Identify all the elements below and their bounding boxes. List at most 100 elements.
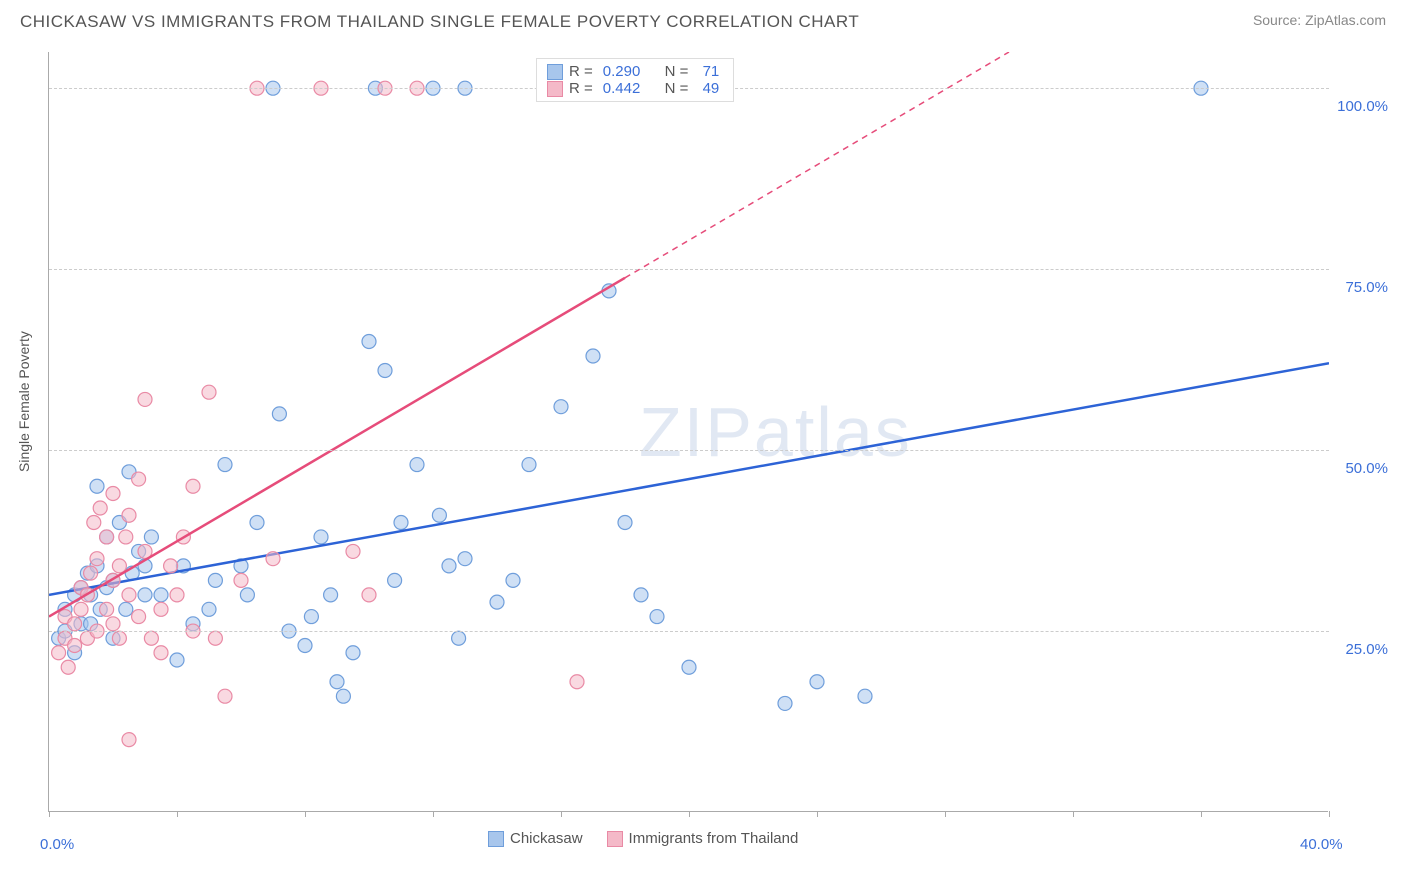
x-tick [817, 811, 818, 817]
data-point [250, 515, 264, 529]
x-tick [1201, 811, 1202, 817]
data-point [112, 631, 126, 645]
gridline [49, 450, 1329, 451]
n-value: 49 [698, 80, 719, 97]
data-point [522, 458, 536, 472]
data-point [68, 617, 82, 631]
data-point [336, 689, 350, 703]
data-point [90, 479, 104, 493]
data-point [122, 733, 136, 747]
data-point [452, 631, 466, 645]
data-point [618, 515, 632, 529]
x-tick [561, 811, 562, 817]
data-point [144, 631, 158, 645]
x-tick [945, 811, 946, 817]
data-point [330, 675, 344, 689]
data-point [132, 610, 146, 624]
data-point [100, 530, 114, 544]
data-point [154, 588, 168, 602]
y-tick-label: 25.0% [1345, 641, 1388, 658]
data-point [119, 602, 133, 616]
data-point [650, 610, 664, 624]
data-point [208, 631, 222, 645]
legend-swatch [607, 831, 623, 847]
data-point [554, 400, 568, 414]
x-tick [433, 811, 434, 817]
data-point [324, 588, 338, 602]
data-point [858, 689, 872, 703]
data-point [132, 472, 146, 486]
n-value: 71 [698, 63, 719, 80]
legend-label: Immigrants from Thailand [629, 830, 799, 847]
data-point [122, 508, 136, 522]
trend-line [49, 278, 625, 617]
data-point [202, 602, 216, 616]
data-point [682, 660, 696, 674]
data-point [442, 559, 456, 573]
legend-series: Chickasaw Immigrants from Thailand [488, 830, 798, 847]
data-point [314, 530, 328, 544]
chart-title: CHICKASAW VS IMMIGRANTS FROM THAILAND SI… [20, 12, 859, 32]
x-tick [689, 811, 690, 817]
legend-stat-row: R =0.290 N = 71 [547, 63, 723, 80]
data-point [202, 385, 216, 399]
data-point [362, 335, 376, 349]
legend-stats: R =0.290 N = 71R =0.442 N = 49 [536, 58, 734, 102]
data-point [154, 602, 168, 616]
data-point [164, 559, 178, 573]
legend-label: Chickasaw [510, 830, 583, 847]
r-label: R = [569, 80, 593, 97]
data-point [100, 602, 114, 616]
data-point [61, 660, 75, 674]
data-point [119, 530, 133, 544]
data-point [432, 508, 446, 522]
legend-swatch [547, 64, 563, 80]
x-tick [305, 811, 306, 817]
plot-area: ZIPatlas 25.0%50.0%75.0%100.0% [48, 52, 1328, 812]
data-point [93, 501, 107, 515]
data-point [208, 573, 222, 587]
data-point [218, 689, 232, 703]
data-point [186, 479, 200, 493]
data-point [68, 639, 82, 653]
legend-item: Chickasaw [488, 830, 583, 847]
data-point [240, 588, 254, 602]
y-tick-label: 100.0% [1337, 98, 1388, 115]
x-tick-label: 0.0% [40, 836, 74, 853]
gridline [49, 631, 1329, 632]
r-value: 0.290 [603, 63, 641, 80]
x-tick [1329, 811, 1330, 817]
scatter-plot-svg [49, 52, 1329, 812]
data-point [506, 573, 520, 587]
data-point [304, 610, 318, 624]
chart-header: CHICKASAW VS IMMIGRANTS FROM THAILAND SI… [0, 0, 1406, 40]
data-point [74, 602, 88, 616]
legend-swatch [547, 81, 563, 97]
data-point [154, 646, 168, 660]
data-point [778, 696, 792, 710]
data-point [394, 515, 408, 529]
data-point [234, 573, 248, 587]
y-tick-label: 50.0% [1345, 460, 1388, 477]
y-tick-label: 75.0% [1345, 279, 1388, 296]
legend-stat-row: R =0.442 N = 49 [547, 80, 723, 97]
data-point [170, 588, 184, 602]
chart-container: Single Female Poverty ZIPatlas 25.0%50.0… [48, 52, 1388, 842]
data-point [106, 617, 120, 631]
x-tick [1073, 811, 1074, 817]
r-label: R = [569, 63, 593, 80]
r-value: 0.442 [603, 80, 641, 97]
data-point [586, 349, 600, 363]
data-point [410, 458, 424, 472]
data-point [490, 595, 504, 609]
data-point [144, 530, 158, 544]
data-point [570, 675, 584, 689]
data-point [634, 588, 648, 602]
y-axis-label: Single Female Poverty [16, 331, 32, 472]
x-tick [49, 811, 50, 817]
data-point [138, 392, 152, 406]
data-point [298, 639, 312, 653]
data-point [52, 646, 66, 660]
data-point [810, 675, 824, 689]
data-point [112, 559, 126, 573]
